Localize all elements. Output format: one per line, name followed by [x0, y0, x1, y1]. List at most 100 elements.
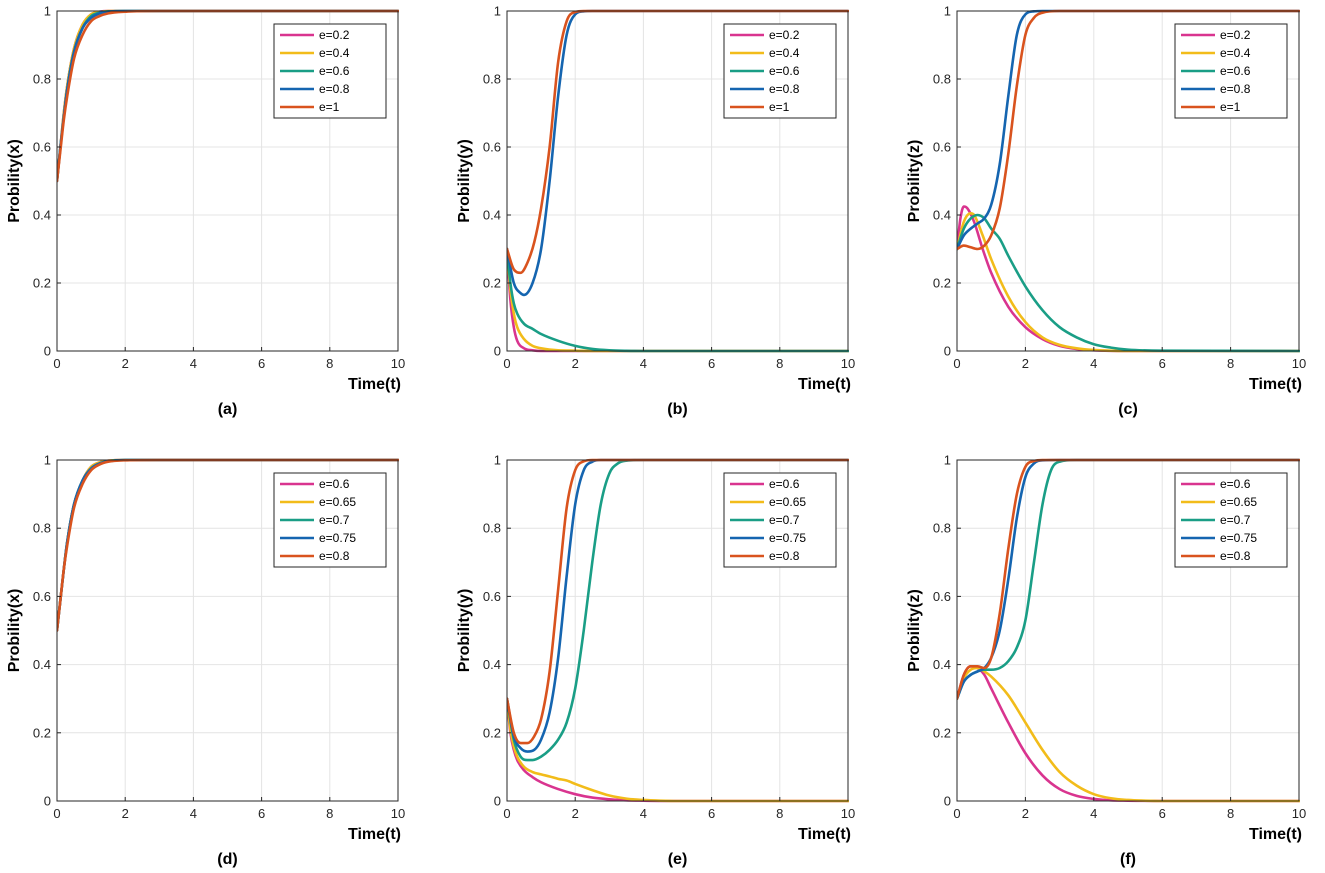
- x-tick-label: 10: [391, 806, 405, 821]
- y-tick-label: 0.6: [933, 140, 951, 155]
- x-tick-label: 10: [1292, 806, 1306, 821]
- x-tick-label: 2: [1022, 356, 1029, 371]
- y-tick-label: 0.2: [483, 725, 501, 740]
- y-tick-label: 1: [44, 4, 51, 19]
- x-tick-label: 4: [1090, 806, 1097, 821]
- y-axis-title: Probility(x): [6, 139, 23, 223]
- x-tick-label: 2: [1022, 806, 1029, 821]
- legend-label: e=1: [1220, 100, 1241, 114]
- x-tick-label: 0: [53, 356, 60, 371]
- y-tick-label: 0.6: [33, 140, 51, 155]
- y-tick-label: 1: [944, 453, 951, 468]
- y-tick-label: 0: [44, 794, 51, 809]
- y-tick-label: 0.4: [33, 657, 51, 672]
- x-axis-title: Time(t): [798, 376, 851, 393]
- legend-label: e=0.8: [319, 82, 350, 96]
- x-tick-label: 8: [1227, 806, 1234, 821]
- legend-label: e=1: [319, 100, 340, 114]
- x-tick-label: 6: [258, 806, 265, 821]
- x-axis-title: Time(t): [348, 376, 401, 393]
- legend-label: e=0.4: [769, 46, 800, 60]
- legend-label: e=0.2: [319, 28, 350, 42]
- y-tick-label: 0.4: [933, 657, 951, 672]
- legend: e=0.6 e=0.65 e=0.7 e=0.75 e=0.8: [273, 472, 387, 568]
- chart-panel-a: 0 2 4 6 8 10 0 0.2 0.4 0.6 0.8 1 Time(t) Probility(x)…: [6, 4, 405, 419]
- legend-label: e=0.7: [319, 513, 350, 527]
- x-tick-label: 0: [503, 356, 510, 371]
- legend-label: e=0.75: [319, 531, 356, 545]
- x-axis-title: Time(t): [348, 826, 401, 843]
- legend: e=0.6 e=0.65 e=0.7 e=0.75 e=0.8: [1174, 472, 1288, 568]
- y-axis-title: Probility(y): [456, 139, 473, 223]
- legend-label: e=0.65: [1220, 495, 1257, 509]
- legend-label: e=0.75: [1220, 531, 1257, 545]
- chart-panel-b: 0 2 4 6 8 10 0 0.2 0.4 0.6 0.8 1 Time(t) Probility(y)…: [456, 4, 855, 419]
- x-tick-label: 8: [326, 356, 333, 371]
- x-tick-label: 6: [1159, 356, 1166, 371]
- x-tick-label: 0: [953, 806, 960, 821]
- axes-box: [56, 459, 399, 802]
- y-tick-label: 0.8: [933, 72, 951, 87]
- y-tick-label: 0.8: [33, 521, 51, 536]
- x-tick-label: 0: [953, 356, 960, 371]
- y-tick-label: 1: [44, 453, 51, 468]
- x-axis-title: Time(t): [1249, 826, 1302, 843]
- y-tick-label: 0.4: [33, 208, 51, 223]
- legend-label: e=0.7: [1220, 513, 1251, 527]
- panel-label: (c): [1118, 401, 1138, 418]
- x-tick-label: 4: [190, 356, 197, 371]
- y-tick-label: 1: [494, 4, 501, 19]
- y-tick-label: 1: [944, 4, 951, 19]
- y-tick-label: 0.2: [933, 276, 951, 291]
- legend-label: e=0.8: [769, 549, 800, 563]
- x-tick-label: 2: [572, 356, 579, 371]
- x-tick-label: 10: [841, 356, 855, 371]
- axes-box: [506, 10, 849, 352]
- panel-label: (d): [217, 851, 237, 868]
- legend-label: e=0.6: [1220, 477, 1251, 491]
- y-tick-label: 0: [944, 344, 951, 359]
- legend-label: e=0.8: [769, 82, 800, 96]
- y-tick-label: 0: [494, 794, 501, 809]
- x-axis-title: Time(t): [1249, 376, 1302, 393]
- y-tick-label: 0.8: [483, 72, 501, 87]
- x-tick-label: 8: [776, 356, 783, 371]
- chart-panel-e: 0 2 4 6 8 10 0 0.2 0.4 0.6 0.8 1 Time(t) Probility(y)…: [456, 453, 855, 869]
- y-tick-label: 0.2: [33, 276, 51, 291]
- x-tick-label: 8: [776, 806, 783, 821]
- legend: e=0.2 e=0.4 e=0.6 e=0.8 e=1: [723, 23, 837, 119]
- legend-label: e=0.75: [769, 531, 806, 545]
- y-tick-label: 0.4: [483, 208, 501, 223]
- legend-label: e=0.6: [319, 64, 350, 78]
- panel-label: (f): [1120, 851, 1136, 868]
- x-tick-label: 4: [190, 806, 197, 821]
- y-tick-label: 0.8: [33, 72, 51, 87]
- axes-box: [956, 459, 1300, 802]
- x-tick-label: 10: [1292, 356, 1306, 371]
- legend-label: e=0.2: [769, 28, 800, 42]
- y-tick-label: 0.2: [33, 725, 51, 740]
- x-tick-label: 8: [326, 806, 333, 821]
- x-tick-label: 6: [708, 806, 715, 821]
- x-tick-label: 2: [572, 806, 579, 821]
- y-tick-label: 0.2: [483, 276, 501, 291]
- panel-label: (e): [668, 851, 688, 868]
- x-tick-label: 10: [841, 806, 855, 821]
- y-tick-label: 0: [44, 344, 51, 359]
- x-tick-label: 0: [53, 806, 60, 821]
- y-tick-label: 0.6: [483, 140, 501, 155]
- panel-label: (a): [218, 401, 238, 418]
- legend-label: e=0.65: [319, 495, 356, 509]
- legend-label: e=0.8: [319, 549, 350, 563]
- x-tick-label: 6: [258, 356, 265, 371]
- panel-label: (b): [667, 401, 687, 418]
- y-tick-label: 0.6: [483, 589, 501, 604]
- legend-label: e=0.6: [769, 64, 800, 78]
- x-tick-label: 4: [640, 356, 647, 371]
- legend: e=0.2 e=0.4 e=0.6 e=0.8 e=1: [273, 23, 387, 119]
- legend-label: e=0.4: [1220, 46, 1251, 60]
- legend-label: e=0.6: [1220, 64, 1251, 78]
- y-axis-title: Probility(z): [906, 589, 923, 672]
- y-tick-label: 0.6: [933, 589, 951, 604]
